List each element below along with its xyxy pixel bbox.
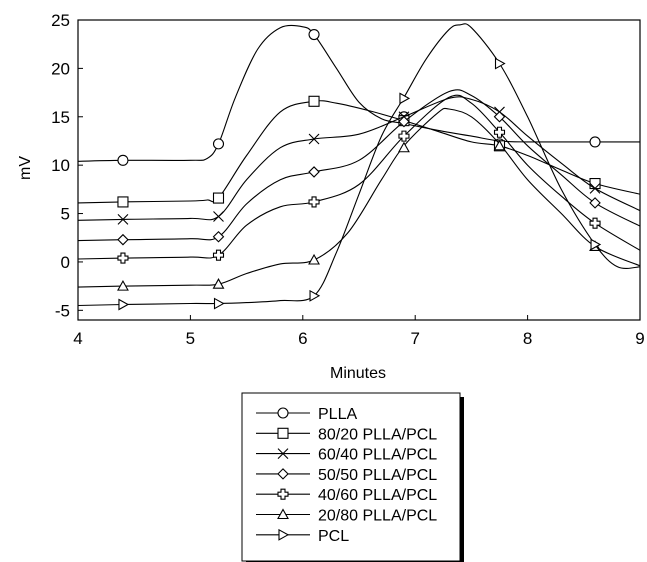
legend-marker-diamond	[277, 468, 289, 480]
data-point-triangle-up	[398, 141, 410, 153]
data-point-cross	[493, 126, 506, 138]
data-point-cross	[212, 249, 225, 261]
series-5	[77, 94, 641, 264]
legend-entry: 60/40 PLLA/PCL	[256, 447, 437, 464]
legend-label: 20/80 PLLA/PCL	[318, 508, 437, 525]
y-tick-label: 0	[61, 253, 70, 272]
legend-entry: 50/50 PLLA/PCL	[256, 467, 437, 484]
x-tick-label: 6	[298, 329, 307, 348]
data-point-cross	[117, 252, 129, 264]
series-line	[77, 94, 641, 260]
y-axis: 25 20 15 10 5 0 -5	[51, 11, 83, 320]
legend-marker-triangle-right	[278, 528, 290, 541]
data-point-diamond	[398, 115, 410, 128]
data-point-triangle-up	[117, 279, 129, 291]
y-tick-label: 5	[61, 205, 70, 224]
data-point-circle	[212, 138, 225, 150]
x-tick-label: 7	[410, 329, 419, 348]
plot-frame	[77, 19, 641, 321]
series-2	[77, 95, 641, 208]
y-tick-label: 10	[51, 156, 70, 175]
data-point-x	[117, 213, 129, 225]
data-point-triangle-right	[399, 92, 411, 105]
series-layer	[77, 23, 641, 311]
legend-marker-square	[277, 427, 289, 439]
series-line	[77, 100, 641, 204]
legend-entry: 80/20 PLLA/PCL	[256, 426, 437, 443]
series-line	[77, 107, 641, 288]
data-point-x	[589, 182, 601, 194]
data-point-triangle-up	[212, 278, 225, 289]
data-point-circle	[308, 28, 320, 41]
series-7	[77, 23, 641, 311]
legend-label: 40/60 PLLA/PCL	[318, 487, 437, 504]
series-1	[77, 24, 640, 166]
series-4	[77, 89, 641, 246]
series-line	[77, 96, 641, 221]
legend: PLLA 80/20 PLLA/PCL 60/40 PLLA/PCL 50/50 PL…	[241, 392, 464, 562]
data-point-square	[212, 192, 225, 204]
data-point-cross	[308, 196, 320, 208]
data-point-cross	[589, 217, 601, 229]
data-point-circle	[589, 136, 601, 148]
data-point-x	[308, 133, 320, 145]
legend-entry: 20/80 PLLA/PCL	[256, 508, 437, 525]
plot-area-border	[77, 19, 641, 321]
data-point-triangle-up	[308, 253, 320, 265]
data-point-triangle-right	[213, 297, 225, 310]
y-axis-label: mV	[17, 156, 34, 180]
x-axis-label: Minutes	[330, 365, 386, 382]
series-line	[77, 23, 641, 307]
y-tick-label: 15	[51, 108, 70, 127]
data-point-diamond	[308, 166, 320, 178]
data-point-diamond	[117, 233, 129, 246]
legend-entry: 40/60 PLLA/PCL	[256, 487, 437, 504]
legend-entry: PLLA	[256, 406, 357, 423]
data-point-x	[213, 211, 224, 222]
x-axis: 4 5 6 7 8 9	[73, 315, 645, 348]
data-point-square	[308, 95, 320, 107]
series-6	[77, 107, 641, 291]
data-point-square	[117, 196, 129, 208]
data-point-diamond	[212, 230, 225, 243]
y-tick-label: 20	[51, 59, 70, 78]
y-tick-label: -5	[55, 301, 70, 320]
x-tick-label: 8	[523, 329, 532, 348]
data-point-square	[589, 177, 601, 190]
legend-items: PLLA 80/20 PLLA/PCL 60/40 PLLA/PCL 50/50 PL…	[256, 406, 437, 545]
x-tick-label: 9	[635, 329, 644, 348]
data-point-triangle-right	[590, 238, 602, 251]
data-point-triangle-right	[309, 289, 321, 302]
data-point-diamond	[589, 197, 601, 209]
legend-box	[241, 392, 461, 562]
data-point-triangle-up	[493, 139, 506, 151]
data-point-triangle-right	[494, 57, 506, 70]
legend-label: PCL	[318, 528, 349, 545]
data-point-diamond	[493, 110, 506, 123]
legend-label: PLLA	[318, 406, 357, 423]
legend-label: 60/40 PLLA/PCL	[318, 447, 437, 464]
legend-label: 80/20 PLLA/PCL	[318, 426, 437, 443]
x-tick-label: 4	[73, 329, 82, 348]
legend-marker-triangle-up	[277, 508, 289, 520]
legend-label: 50/50 PLLA/PCL	[318, 467, 437, 484]
x-tick-label: 5	[186, 329, 195, 348]
legend-marker-circle	[277, 407, 289, 419]
data-point-circle	[117, 154, 129, 166]
series-line	[77, 24, 640, 162]
series-line	[77, 89, 641, 242]
legend-marker-cross	[277, 488, 289, 500]
legend-marker-x	[277, 448, 289, 459]
data-point-cross	[398, 130, 410, 142]
legend-entry: PCL	[256, 528, 349, 545]
data-point-triangle-right	[118, 298, 130, 311]
y-tick-label: 25	[51, 11, 70, 30]
